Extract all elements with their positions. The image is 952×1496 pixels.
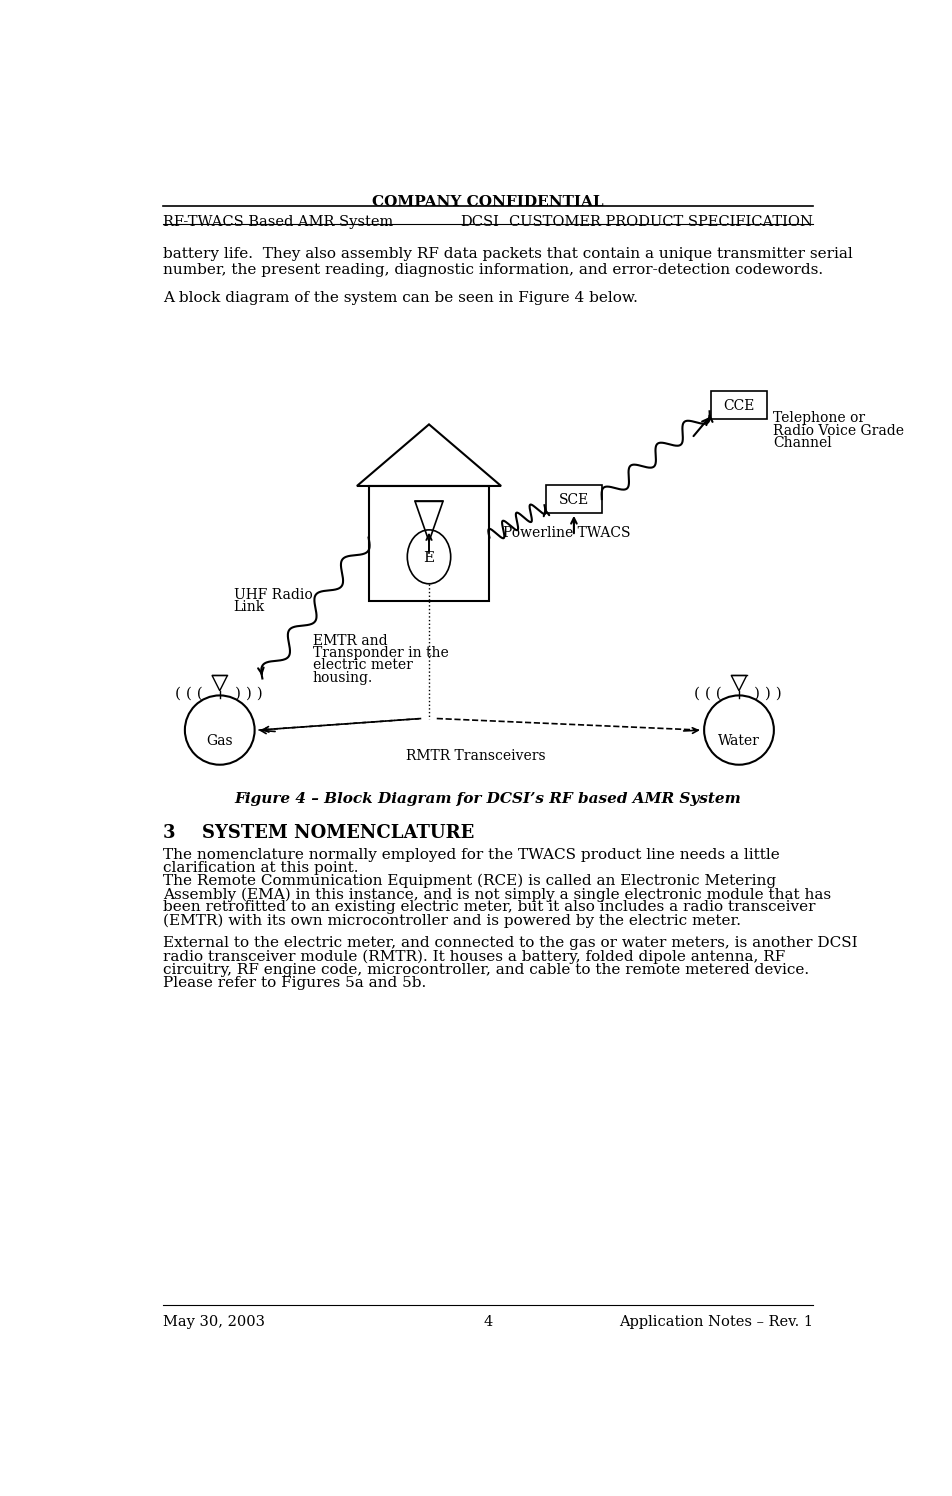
Text: clarification at this point.: clarification at this point. — [163, 862, 359, 875]
Text: SYSTEM NOMENCLATURE: SYSTEM NOMENCLATURE — [202, 824, 474, 842]
Text: Figure 4 – Block Diagram for DCSI’s RF based AMR System: Figure 4 – Block Diagram for DCSI’s RF b… — [234, 791, 742, 806]
Text: Radio Voice Grade: Radio Voice Grade — [773, 423, 904, 438]
Text: battery life.  They also assembly RF data packets that contain a unique transmit: battery life. They also assembly RF data… — [163, 247, 853, 262]
Text: CCE: CCE — [724, 399, 755, 413]
Text: Gas: Gas — [207, 735, 233, 748]
Text: RF-TWACS Based AMR System: RF-TWACS Based AMR System — [163, 215, 393, 229]
Text: E: E — [424, 551, 434, 564]
Text: 3: 3 — [163, 824, 176, 842]
Text: Please refer to Figures 5a and 5b.: Please refer to Figures 5a and 5b. — [163, 975, 426, 990]
Text: ( ( (: ( ( ( — [694, 687, 722, 702]
Text: been retrofitted to an existing electric meter, but it also includes a radio tra: been retrofitted to an existing electric… — [163, 901, 816, 914]
Text: radio transceiver module (RMTR). It houses a battery, folded dipole antenna, RF: radio transceiver module (RMTR). It hous… — [163, 950, 785, 963]
Text: RMTR Transceivers: RMTR Transceivers — [406, 749, 545, 763]
Text: Channel: Channel — [773, 435, 832, 450]
Text: COMPANY CONFIDENTIAL: COMPANY CONFIDENTIAL — [372, 194, 604, 209]
Text: ) ) ): ) ) ) — [235, 687, 263, 702]
Text: Application Notes – Rev. 1: Application Notes – Rev. 1 — [619, 1315, 813, 1330]
Text: Link: Link — [233, 600, 265, 613]
Text: housing.: housing. — [313, 670, 373, 685]
Text: Transponder in the: Transponder in the — [313, 646, 448, 660]
Text: 4: 4 — [484, 1315, 492, 1330]
Text: The nomenclature normally employed for the TWACS product line needs a little: The nomenclature normally employed for t… — [163, 848, 780, 862]
Text: Assembly (EMA) in this instance, and is not simply a single electronic module th: Assembly (EMA) in this instance, and is … — [163, 887, 831, 902]
Text: UHF Radio: UHF Radio — [233, 588, 312, 601]
Text: SCE: SCE — [559, 492, 589, 507]
Text: number, the present reading, diagnostic information, and error-detection codewor: number, the present reading, diagnostic … — [163, 263, 823, 277]
Text: May 30, 2003: May 30, 2003 — [163, 1315, 266, 1330]
Text: electric meter: electric meter — [313, 658, 412, 673]
Text: DCSI: DCSI — [460, 215, 499, 229]
Text: Telephone or: Telephone or — [773, 411, 865, 425]
Text: CUSTOMER PRODUCT SPECIFICATION: CUSTOMER PRODUCT SPECIFICATION — [508, 215, 813, 229]
Text: Water: Water — [718, 735, 760, 748]
Text: ) ) ): ) ) ) — [755, 687, 783, 702]
Text: EMTR and: EMTR and — [313, 634, 387, 648]
Text: (EMTR) with its own microcontroller and is powered by the electric meter.: (EMTR) with its own microcontroller and … — [163, 914, 742, 928]
Text: ( ( (: ( ( ( — [175, 687, 203, 702]
Text: Powerline TWACS: Powerline TWACS — [503, 527, 630, 540]
Text: The Remote Communication Equipment (RCE) is called an Electronic Metering: The Remote Communication Equipment (RCE)… — [163, 874, 776, 889]
Text: A block diagram of the system can be seen in Figure 4 below.: A block diagram of the system can be see… — [163, 292, 638, 305]
Text: External to the electric meter, and connected to the gas or water meters, is ano: External to the electric meter, and conn… — [163, 936, 858, 950]
Text: circuitry, RF engine code, microcontroller, and cable to the remote metered devi: circuitry, RF engine code, microcontroll… — [163, 962, 809, 977]
